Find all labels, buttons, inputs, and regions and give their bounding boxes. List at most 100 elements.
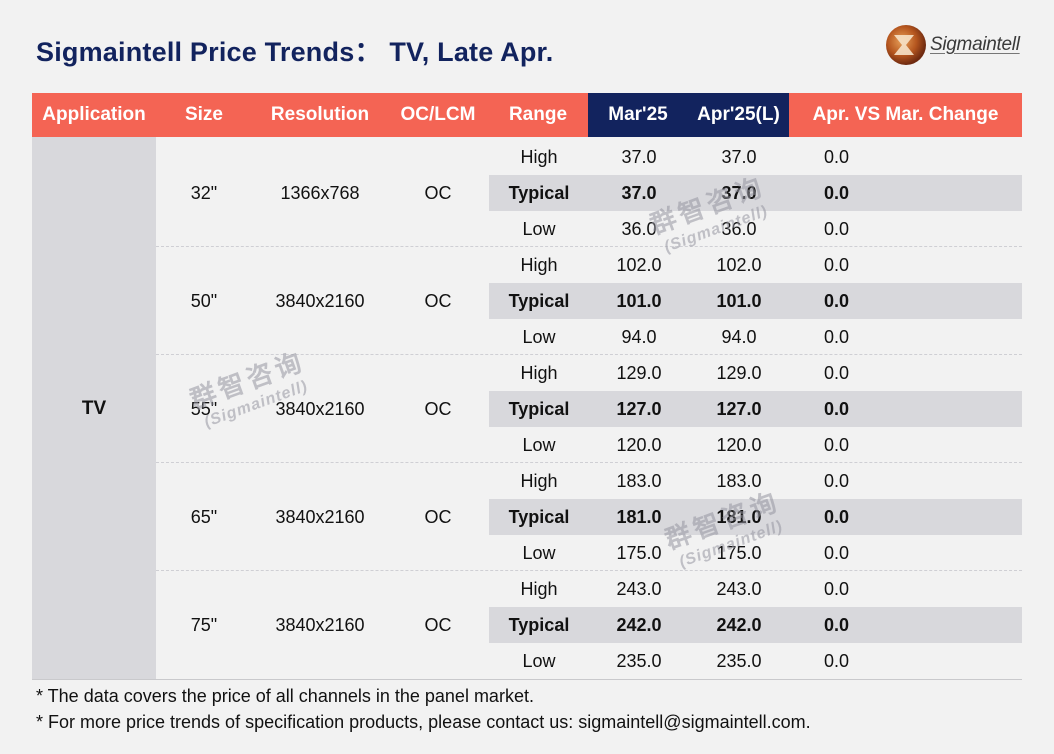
range-cell: Low — [522, 435, 556, 455]
change-cell: 0.0 — [823, 183, 850, 203]
change-cell: 0.0 — [823, 291, 850, 311]
apr-price-cell: 94.0 — [721, 327, 757, 347]
change-cell: 0.0 — [823, 543, 850, 563]
apr-price-cell: 36.0 — [721, 219, 757, 239]
oclcm-cell: OC — [424, 615, 452, 635]
resolution-cell: 1366x768 — [280, 183, 360, 203]
mar-price-cell: 127.0 — [616, 399, 662, 419]
mar-price-cell: 175.0 — [616, 543, 662, 563]
mar-price-cell: 94.0 — [621, 327, 657, 347]
change-cell: 0.0 — [823, 471, 850, 491]
apr-price-cell: 181.0 — [716, 507, 762, 527]
logo-text: Sigmaintell — [930, 34, 1020, 55]
typical-row-band — [489, 175, 1022, 211]
range-cell: High — [520, 579, 558, 599]
range-cell: Typical — [508, 507, 570, 527]
header-application: Application — [42, 104, 146, 125]
size-cell: 55" — [190, 399, 218, 419]
range-cell: High — [520, 255, 558, 275]
range-cell: Typical — [508, 399, 570, 419]
group-separator — [156, 354, 1022, 355]
change-cell: 0.0 — [823, 651, 850, 671]
oclcm-cell: OC — [424, 507, 452, 527]
group-separator — [156, 570, 1022, 571]
header-range: Range — [508, 104, 568, 125]
range-cell: Typical — [508, 291, 570, 311]
note-line-2: * For more price trends of specification… — [36, 712, 811, 732]
mar-price-cell: 37.0 — [621, 147, 657, 167]
mar-price-cell: 183.0 — [616, 471, 662, 491]
change-cell: 0.0 — [823, 327, 850, 347]
typical-row-band — [489, 391, 1022, 427]
apr-price-cell: 235.0 — [716, 651, 762, 671]
change-cell: 0.0 — [823, 579, 850, 599]
apr-price-cell: 120.0 — [716, 435, 762, 455]
oclcm-cell: OC — [424, 399, 452, 419]
mar-price-cell: 120.0 — [616, 435, 662, 455]
apr-price-cell: 175.0 — [716, 543, 762, 563]
apr-price-cell: 102.0 — [716, 255, 762, 275]
table-header: Application Size Resolution OC/LCM Range… — [32, 93, 1022, 137]
range-cell: Low — [522, 327, 556, 347]
change-cell: 0.0 — [823, 435, 850, 455]
header-change: Apr. VS Mar. Change — [812, 104, 999, 125]
range-cell: Low — [522, 543, 556, 563]
header-apr: Apr'25(L) — [688, 93, 789, 137]
group-separator — [156, 246, 1022, 247]
mar-price-cell: 129.0 — [616, 363, 662, 383]
application-label: TV — [81, 398, 107, 419]
apr-price-cell: 37.0 — [721, 183, 757, 203]
size-cell: 32" — [190, 183, 218, 203]
change-cell: 0.0 — [823, 147, 850, 167]
mar-price-cell: 36.0 — [621, 219, 657, 239]
sigmaintell-logo: Sigmaintell — [884, 22, 1024, 68]
change-cell: 0.0 — [823, 363, 850, 383]
resolution-cell: 3840x2160 — [275, 507, 365, 527]
resolution-cell: 3840x2160 — [275, 615, 365, 635]
resolution-cell: 3840x2160 — [275, 291, 365, 311]
mar-price-cell: 243.0 — [616, 579, 662, 599]
range-cell: Low — [522, 651, 556, 671]
mar-price-cell: 102.0 — [616, 255, 662, 275]
mar-price-cell: 235.0 — [616, 651, 662, 671]
apr-price-cell: 242.0 — [716, 615, 762, 635]
change-cell: 0.0 — [823, 219, 850, 239]
mar-price-cell: 101.0 — [616, 291, 662, 311]
range-cell: High — [520, 471, 558, 491]
mar-price-cell: 181.0 — [616, 507, 662, 527]
mar-price-cell: 242.0 — [616, 615, 662, 635]
apr-price-cell: 183.0 — [716, 471, 762, 491]
note-line-1: * The data covers the price of all chann… — [36, 686, 534, 706]
apr-price-cell: 243.0 — [716, 579, 762, 599]
range-cell: Typical — [508, 615, 570, 635]
header-resolution: Resolution — [270, 104, 370, 125]
table-bottom-rule — [32, 679, 1022, 680]
resolution-cell: 3840x2160 — [275, 399, 365, 419]
sigmaintell-logo-icon — [886, 25, 926, 65]
typical-row-band — [489, 283, 1022, 319]
size-cell: 75" — [190, 615, 218, 635]
apr-price-cell: 127.0 — [716, 399, 762, 419]
change-cell: 0.0 — [823, 255, 850, 275]
range-cell: Typical — [508, 183, 570, 203]
header-mar: Mar'25 — [588, 93, 688, 137]
change-cell: 0.0 — [823, 399, 850, 419]
oclcm-cell: OC — [424, 183, 452, 203]
apr-price-cell: 101.0 — [716, 291, 762, 311]
header-size: Size — [184, 104, 224, 125]
change-cell: 0.0 — [823, 507, 850, 527]
oclcm-cell: OC — [424, 291, 452, 311]
range-cell: Low — [522, 219, 556, 239]
application-column — [32, 137, 156, 679]
group-separator — [156, 462, 1022, 463]
size-cell: 65" — [190, 507, 218, 527]
apr-price-cell: 129.0 — [716, 363, 762, 383]
typical-row-band — [489, 607, 1022, 643]
size-cell: 50" — [190, 291, 218, 311]
page-title: Sigmaintell Price Trends： TV, Late Apr. — [36, 37, 554, 67]
change-cell: 0.0 — [823, 615, 850, 635]
range-cell: High — [520, 363, 558, 383]
typical-row-band — [489, 499, 1022, 535]
range-cell: High — [520, 147, 558, 167]
mar-price-cell: 37.0 — [621, 183, 657, 203]
